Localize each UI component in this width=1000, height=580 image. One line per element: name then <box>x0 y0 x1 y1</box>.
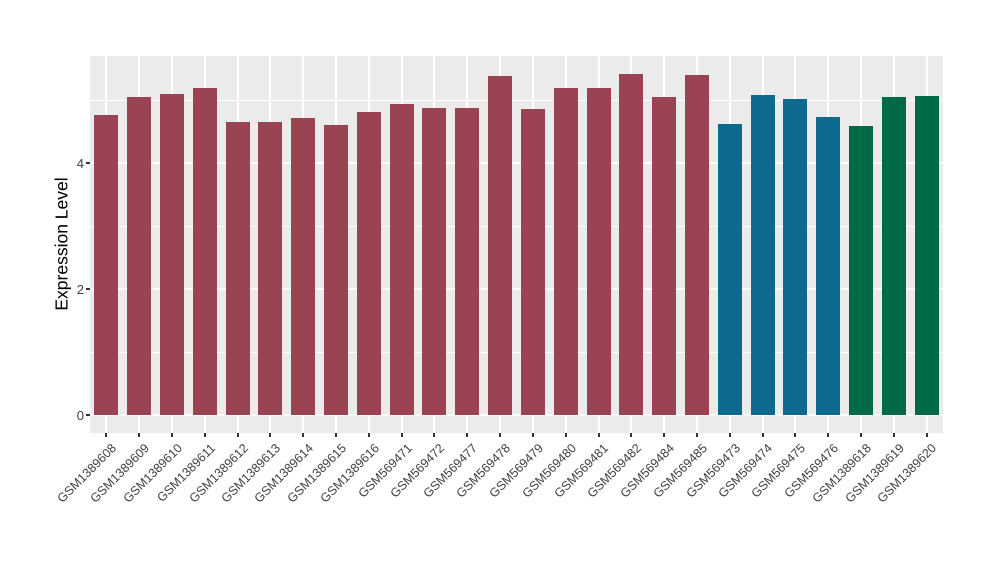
bar-GSM1389612 <box>225 122 250 415</box>
x-axis-tick <box>827 433 830 437</box>
major-gridline <box>90 162 943 164</box>
bar-GSM1389620 <box>914 96 939 415</box>
x-axis-tick <box>466 433 469 437</box>
x-axis-tick <box>433 433 436 437</box>
y-tick-label: 0 <box>76 408 84 423</box>
bar-GSM569479 <box>520 109 545 415</box>
x-axis-tick <box>925 433 928 437</box>
major-gridline <box>90 288 943 290</box>
minor-gridline <box>90 100 943 101</box>
minor-gridline <box>90 352 943 353</box>
x-axis-tick <box>728 433 731 437</box>
y-tick-label: 4 <box>76 156 84 171</box>
y-axis-tick <box>86 288 90 290</box>
y-axis-tick <box>86 414 90 416</box>
bar-GSM1389616 <box>356 111 381 415</box>
bar-GSM569478 <box>488 76 513 415</box>
x-axis-tick <box>695 433 698 437</box>
x-axis-tick <box>663 433 666 437</box>
x-axis-tick <box>531 433 534 437</box>
x-axis-tick <box>269 433 272 437</box>
y-axis-title: Expression Level <box>51 177 72 311</box>
bar-GSM1389614 <box>291 117 316 415</box>
x-axis-tick <box>236 433 239 437</box>
bar-GSM569476 <box>816 117 841 415</box>
bar-GSM1389609 <box>127 96 152 415</box>
bar-GSM569485 <box>684 74 709 415</box>
bar-GSM569482 <box>619 74 644 415</box>
bar-GSM1389618 <box>848 126 873 415</box>
bar-GSM1389611 <box>192 88 217 415</box>
y-axis-tick <box>86 162 90 164</box>
x-axis-tick <box>335 433 338 437</box>
x-axis-tick <box>859 433 862 437</box>
bar-GSM569472 <box>422 107 447 415</box>
x-axis-tick <box>105 433 108 437</box>
x-axis-tick <box>794 433 797 437</box>
minor-gridline <box>90 226 943 227</box>
x-axis-tick <box>171 433 174 437</box>
x-axis-tick <box>892 433 895 437</box>
x-axis-tick <box>630 433 633 437</box>
x-axis-tick <box>499 433 502 437</box>
x-axis-tick <box>138 433 141 437</box>
x-axis-tick <box>564 433 567 437</box>
bar-GSM569484 <box>652 96 677 415</box>
plot-area <box>90 56 943 433</box>
bar-GSM569481 <box>586 88 611 415</box>
bar-GSM569475 <box>783 98 808 415</box>
bar-GSM1389613 <box>258 122 283 415</box>
x-axis-tick <box>203 433 206 437</box>
major-gridline <box>90 414 943 416</box>
bar-GSM569477 <box>455 108 480 415</box>
x-axis-tick <box>400 433 403 437</box>
x-axis-tick <box>302 433 305 437</box>
x-axis-tick <box>761 433 764 437</box>
bar-GSM569473 <box>717 123 742 415</box>
y-tick-label: 2 <box>76 282 84 297</box>
bar-GSM569480 <box>553 88 578 415</box>
bar-GSM569471 <box>389 104 414 415</box>
bar-GSM569474 <box>750 94 775 415</box>
bar-GSM1389610 <box>160 93 185 415</box>
bar-GSM1389608 <box>94 115 119 415</box>
bar-GSM1389619 <box>881 97 906 415</box>
x-axis-tick <box>367 433 370 437</box>
bar-GSM1389615 <box>324 125 349 415</box>
x-axis-tick <box>597 433 600 437</box>
